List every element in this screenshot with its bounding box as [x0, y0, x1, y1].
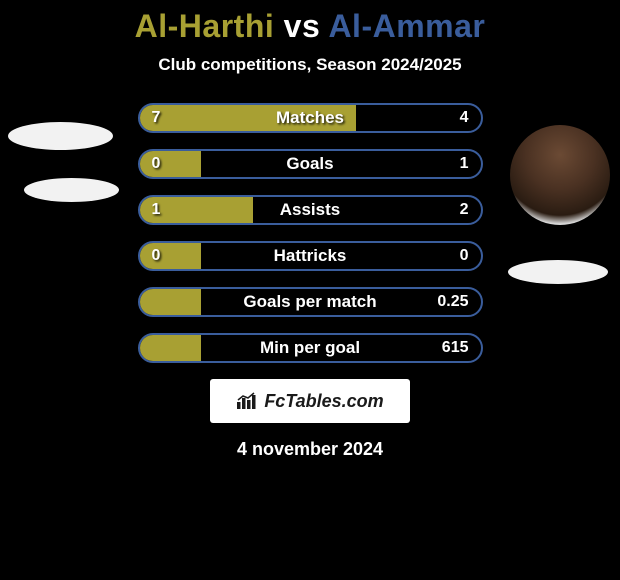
stat-right-value: 0.25 [437, 293, 468, 311]
avatar-right-shadow [508, 260, 608, 284]
avatar-left-placeholder [8, 122, 113, 150]
stat-right-value: 2 [460, 201, 469, 219]
stat-right-value: 4 [460, 109, 469, 127]
footer-date: 4 november 2024 [0, 439, 620, 460]
stat-row: 1Assists2 [138, 195, 483, 225]
stat-label: Min per goal [140, 338, 481, 358]
page-title: Al-Harthi vs Al-Ammar [0, 8, 620, 45]
player1-name: Al-Harthi [135, 8, 275, 44]
stat-row: Min per goal615 [138, 333, 483, 363]
stat-label: Assists [140, 200, 481, 220]
stat-row: 0Goals1 [138, 149, 483, 179]
footer-logo[interactable]: FcTables.com [210, 379, 410, 423]
stat-label: Hattricks [140, 246, 481, 266]
chart-icon [236, 392, 258, 410]
avatar-left-shadow [24, 178, 119, 202]
stat-label: Matches [140, 108, 481, 128]
stat-label: Goals per match [140, 292, 481, 312]
avatar-right-image [510, 125, 610, 225]
vs-text: vs [284, 8, 321, 44]
stats-list: 7Matches40Goals11Assists20Hattricks0Goal… [138, 103, 483, 363]
avatar-right [510, 125, 610, 225]
stat-row: Goals per match0.25 [138, 287, 483, 317]
stat-label: Goals [140, 154, 481, 174]
stat-row: 0Hattricks0 [138, 241, 483, 271]
stat-right-value: 615 [442, 339, 469, 357]
comparison-card: Al-Harthi vs Al-Ammar Club competitions,… [0, 0, 620, 580]
stat-right-value: 0 [460, 247, 469, 265]
subtitle: Club competitions, Season 2024/2025 [0, 55, 620, 75]
stat-right-value: 1 [460, 155, 469, 173]
stat-row: 7Matches4 [138, 103, 483, 133]
footer-logo-text: FcTables.com [264, 391, 383, 412]
player2-name: Al-Ammar [328, 8, 485, 44]
